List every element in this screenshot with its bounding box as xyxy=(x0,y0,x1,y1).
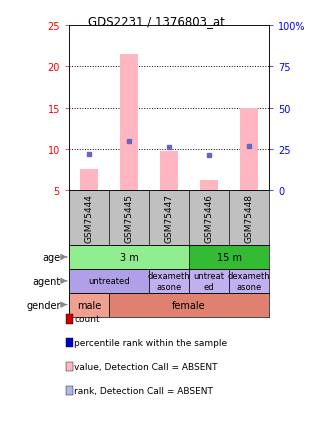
Text: count: count xyxy=(74,315,100,323)
Text: GSM75446: GSM75446 xyxy=(205,194,213,243)
Text: untreat
ed: untreat ed xyxy=(193,272,225,291)
Bar xyxy=(80,170,98,191)
Bar xyxy=(149,269,189,293)
Text: male: male xyxy=(77,300,101,310)
Text: rank, Detection Call = ABSENT: rank, Detection Call = ABSENT xyxy=(74,386,213,395)
Text: GSM75445: GSM75445 xyxy=(125,194,133,243)
Text: dexameth
asone: dexameth asone xyxy=(148,272,190,291)
Text: age: age xyxy=(43,253,61,263)
Bar xyxy=(240,108,258,191)
Text: percentile rank within the sample: percentile rank within the sample xyxy=(74,339,228,347)
Text: agent: agent xyxy=(33,276,61,286)
Text: GSM75447: GSM75447 xyxy=(165,194,173,243)
Text: female: female xyxy=(172,300,206,310)
Text: 15 m: 15 m xyxy=(217,253,242,263)
Bar xyxy=(69,269,149,293)
Bar xyxy=(120,55,138,191)
Bar xyxy=(229,269,269,293)
Text: 3 m: 3 m xyxy=(120,253,138,263)
Text: value, Detection Call = ABSENT: value, Detection Call = ABSENT xyxy=(74,362,218,371)
Text: GSM75448: GSM75448 xyxy=(245,194,254,243)
Bar xyxy=(189,269,229,293)
Text: GSM75444: GSM75444 xyxy=(85,194,93,243)
Bar xyxy=(189,246,269,269)
Text: dexameth
asone: dexameth asone xyxy=(228,272,270,291)
Text: untreated: untreated xyxy=(88,276,130,286)
Bar xyxy=(109,293,269,317)
Text: gender: gender xyxy=(26,300,61,310)
Bar xyxy=(200,181,218,191)
Bar xyxy=(69,293,109,317)
Text: GDS2231 / 1376803_at: GDS2231 / 1376803_at xyxy=(88,15,225,28)
Bar xyxy=(69,246,189,269)
Bar xyxy=(160,152,178,191)
